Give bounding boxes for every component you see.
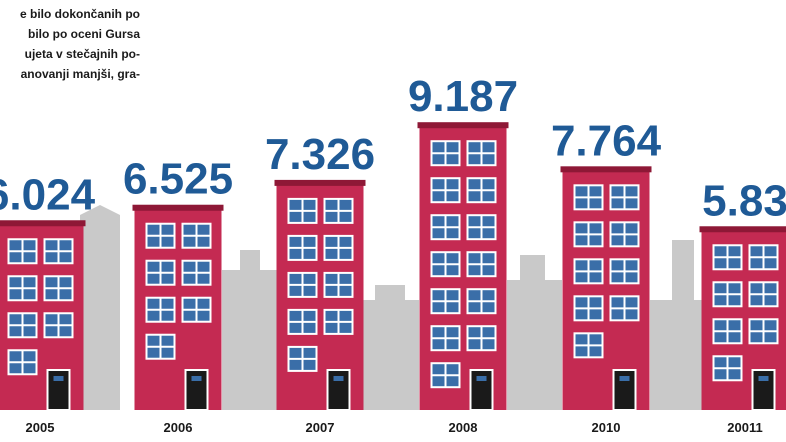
description-line: anovanji manjši, gra- <box>21 67 140 81</box>
window-cross <box>431 289 460 314</box>
x-tick-label: 2008 <box>449 420 478 435</box>
window-cross <box>182 260 211 285</box>
window-cross <box>574 222 603 247</box>
window-cross <box>431 141 460 166</box>
door <box>469 369 494 411</box>
window-cross <box>574 259 603 284</box>
window-cross <box>44 276 73 301</box>
window-cross <box>467 215 496 240</box>
window-cross <box>324 235 353 260</box>
window-cross <box>146 223 175 248</box>
window-cross <box>44 313 73 338</box>
value-label: 9.187 <box>408 72 518 121</box>
description-line: bilo po oceni Gursa <box>28 27 140 41</box>
window-cross <box>8 313 37 338</box>
window-cross <box>713 356 742 381</box>
value-label: 6.525 <box>123 155 233 204</box>
door-window <box>191 376 202 381</box>
description: e bilo dokončanih po bilo po oceni Gursa u… <box>20 7 140 81</box>
x-tick-label: 2005 <box>26 420 55 435</box>
window-cross <box>467 141 496 166</box>
value-label: 6.024 <box>0 170 96 219</box>
window-cross <box>610 296 639 321</box>
door <box>326 369 351 411</box>
skyline <box>80 205 703 410</box>
window-cross <box>288 272 317 297</box>
description-line: e bilo dokončanih po <box>20 7 140 21</box>
window-cross <box>467 178 496 203</box>
x-tick-label: 20011 <box>727 420 762 435</box>
roof <box>132 204 224 211</box>
window-cross <box>288 346 317 371</box>
window-cross <box>8 276 37 301</box>
window-cross <box>44 239 73 264</box>
door <box>751 369 776 411</box>
window-cross <box>8 239 37 264</box>
window-cross <box>288 309 317 334</box>
window-cross <box>146 297 175 322</box>
roof <box>417 122 509 129</box>
door-window <box>333 376 344 381</box>
window-cross <box>467 326 496 351</box>
window-cross <box>610 185 639 210</box>
window-cross <box>182 223 211 248</box>
door-window <box>619 376 630 381</box>
window-cross <box>288 198 317 223</box>
window-cross <box>574 296 603 321</box>
roof <box>560 166 652 173</box>
door <box>46 369 71 411</box>
window-cross <box>324 198 353 223</box>
x-tick-label: 2010 <box>592 420 621 435</box>
window-cross <box>324 309 353 334</box>
window-cross <box>467 289 496 314</box>
x-tick-label: 2007 <box>306 420 335 435</box>
window-cross <box>574 333 603 358</box>
window-cross <box>713 282 742 307</box>
window-cross <box>146 334 175 359</box>
window-cross <box>146 260 175 285</box>
window-cross <box>431 363 460 388</box>
value-label: 5.83 <box>702 176 786 225</box>
window-cross <box>431 178 460 203</box>
plot: 6.024 2005 6.525 2006 7.326 2007 9.187 2008 7.76… <box>0 72 786 435</box>
window-cross <box>749 282 778 307</box>
window-cross <box>8 350 37 375</box>
roof <box>699 226 786 233</box>
door <box>612 369 637 411</box>
window-cross <box>610 222 639 247</box>
x-tick-label: 2006 <box>164 420 193 435</box>
door-window <box>53 376 64 381</box>
door-window <box>476 376 487 381</box>
window-cross <box>182 297 211 322</box>
door-window <box>758 376 769 381</box>
window-cross <box>713 245 742 270</box>
window-cross <box>288 235 317 260</box>
window-cross <box>574 185 603 210</box>
window-cross <box>467 252 496 277</box>
value-label: 7.764 <box>551 116 662 165</box>
window-cross <box>431 252 460 277</box>
door <box>184 369 209 411</box>
description-line: ujeta v stečajnih po- <box>25 47 140 61</box>
window-cross <box>431 326 460 351</box>
window-cross <box>749 245 778 270</box>
window-cross <box>324 272 353 297</box>
window-cross <box>713 319 742 344</box>
window-cross <box>610 259 639 284</box>
roof <box>0 220 86 227</box>
roof <box>274 179 366 186</box>
window-cross <box>431 215 460 240</box>
value-label: 7.326 <box>265 130 375 179</box>
window-cross <box>749 319 778 344</box>
